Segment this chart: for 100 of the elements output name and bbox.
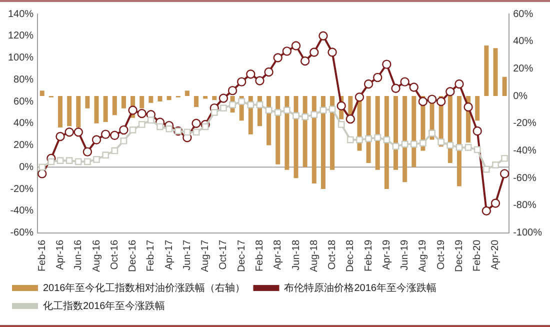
bar bbox=[493, 48, 498, 96]
x-tick-label: Jun-17 bbox=[182, 239, 193, 270]
x-tick-label: Aug-16 bbox=[91, 239, 102, 272]
point bbox=[246, 70, 256, 79]
point bbox=[137, 108, 146, 118]
point bbox=[84, 158, 91, 166]
point bbox=[438, 138, 445, 146]
point bbox=[356, 136, 363, 144]
point bbox=[256, 101, 264, 108]
point bbox=[336, 101, 346, 110]
point bbox=[264, 67, 274, 77]
point bbox=[346, 114, 356, 124]
bar bbox=[67, 96, 72, 126]
point bbox=[66, 157, 73, 164]
bar bbox=[502, 76, 507, 96]
point bbox=[318, 31, 328, 40]
x-tick-label: Apr-18 bbox=[272, 239, 284, 270]
point bbox=[410, 140, 418, 148]
bar bbox=[158, 96, 162, 102]
bar bbox=[103, 96, 108, 122]
point bbox=[310, 48, 319, 57]
y2-tick-label: 40% bbox=[513, 36, 534, 48]
point bbox=[192, 128, 200, 136]
point bbox=[320, 106, 327, 114]
point bbox=[255, 76, 264, 86]
y-tick-label: -60% bbox=[10, 228, 34, 239]
point bbox=[446, 87, 455, 96]
bar bbox=[58, 96, 62, 128]
point bbox=[273, 53, 282, 62]
point bbox=[374, 134, 382, 142]
point bbox=[120, 137, 128, 144]
point bbox=[274, 109, 282, 116]
point bbox=[292, 112, 300, 120]
x-tick-label: Apr-19 bbox=[381, 239, 392, 270]
point bbox=[166, 125, 172, 132]
bar bbox=[302, 96, 308, 168]
bar bbox=[284, 96, 290, 170]
x-tick-label: Oct-18 bbox=[327, 239, 338, 270]
point bbox=[138, 121, 146, 128]
x-tick-label: Jun-18 bbox=[290, 239, 302, 270]
bar bbox=[456, 96, 462, 186]
point bbox=[482, 206, 492, 216]
point bbox=[474, 146, 481, 154]
x-tick-label: Aug-17 bbox=[200, 239, 212, 272]
bar bbox=[76, 96, 81, 128]
x-tick-label: Feb-16 bbox=[36, 239, 48, 272]
bar bbox=[94, 96, 99, 124]
point bbox=[400, 77, 410, 86]
bar bbox=[212, 96, 217, 100]
point bbox=[354, 92, 364, 102]
bar bbox=[40, 90, 44, 96]
point bbox=[472, 126, 482, 136]
point bbox=[392, 142, 400, 150]
point bbox=[38, 164, 46, 171]
y2-tick-label: -80% bbox=[513, 200, 537, 212]
point bbox=[210, 109, 218, 116]
x-tick-label: Dec-19 bbox=[454, 239, 465, 272]
bar bbox=[412, 96, 416, 168]
y2-tick-label: -60% bbox=[513, 172, 537, 184]
y-tick-label: 100% bbox=[8, 52, 34, 64]
x-tick-label: Dec-16 bbox=[128, 239, 139, 272]
point bbox=[56, 132, 65, 142]
bar bbox=[484, 45, 489, 96]
point bbox=[147, 116, 154, 124]
y-tick-label: 40% bbox=[14, 118, 34, 130]
bar bbox=[366, 96, 371, 164]
point bbox=[446, 142, 454, 149]
point bbox=[284, 106, 290, 114]
point bbox=[338, 121, 345, 128]
bar bbox=[203, 96, 208, 99]
point bbox=[229, 101, 236, 108]
point bbox=[492, 162, 499, 168]
point bbox=[218, 94, 228, 103]
x-tick-label: Oct-16 bbox=[109, 239, 120, 270]
bar bbox=[112, 96, 117, 116]
legend-label: 2016年至今化工指数相对油价涨跌幅（右轴） bbox=[43, 282, 246, 294]
point bbox=[373, 72, 382, 82]
point bbox=[129, 126, 136, 134]
y-tick-label: 0% bbox=[19, 162, 34, 173]
point bbox=[391, 84, 400, 93]
bar bbox=[166, 96, 172, 100]
y-tick-label: -40% bbox=[10, 206, 34, 217]
y-tick-label: 60% bbox=[14, 96, 34, 108]
bar bbox=[394, 96, 398, 170]
point bbox=[74, 158, 82, 166]
point bbox=[100, 130, 110, 139]
point bbox=[82, 147, 92, 156]
bar bbox=[384, 96, 389, 190]
y-tick-label: 140% bbox=[8, 8, 34, 20]
bar bbox=[121, 96, 126, 108]
point bbox=[228, 86, 238, 96]
x-tick-label: Dec-17 bbox=[236, 239, 248, 272]
bar bbox=[402, 96, 408, 182]
x-tick-label: Apr-20 bbox=[490, 239, 502, 270]
bar bbox=[320, 96, 326, 190]
x-tick-label: Apr-16 bbox=[54, 239, 66, 270]
bar bbox=[475, 96, 480, 121]
x-tick-label: Aug-18 bbox=[308, 239, 320, 272]
point bbox=[102, 152, 110, 159]
point bbox=[64, 128, 74, 137]
